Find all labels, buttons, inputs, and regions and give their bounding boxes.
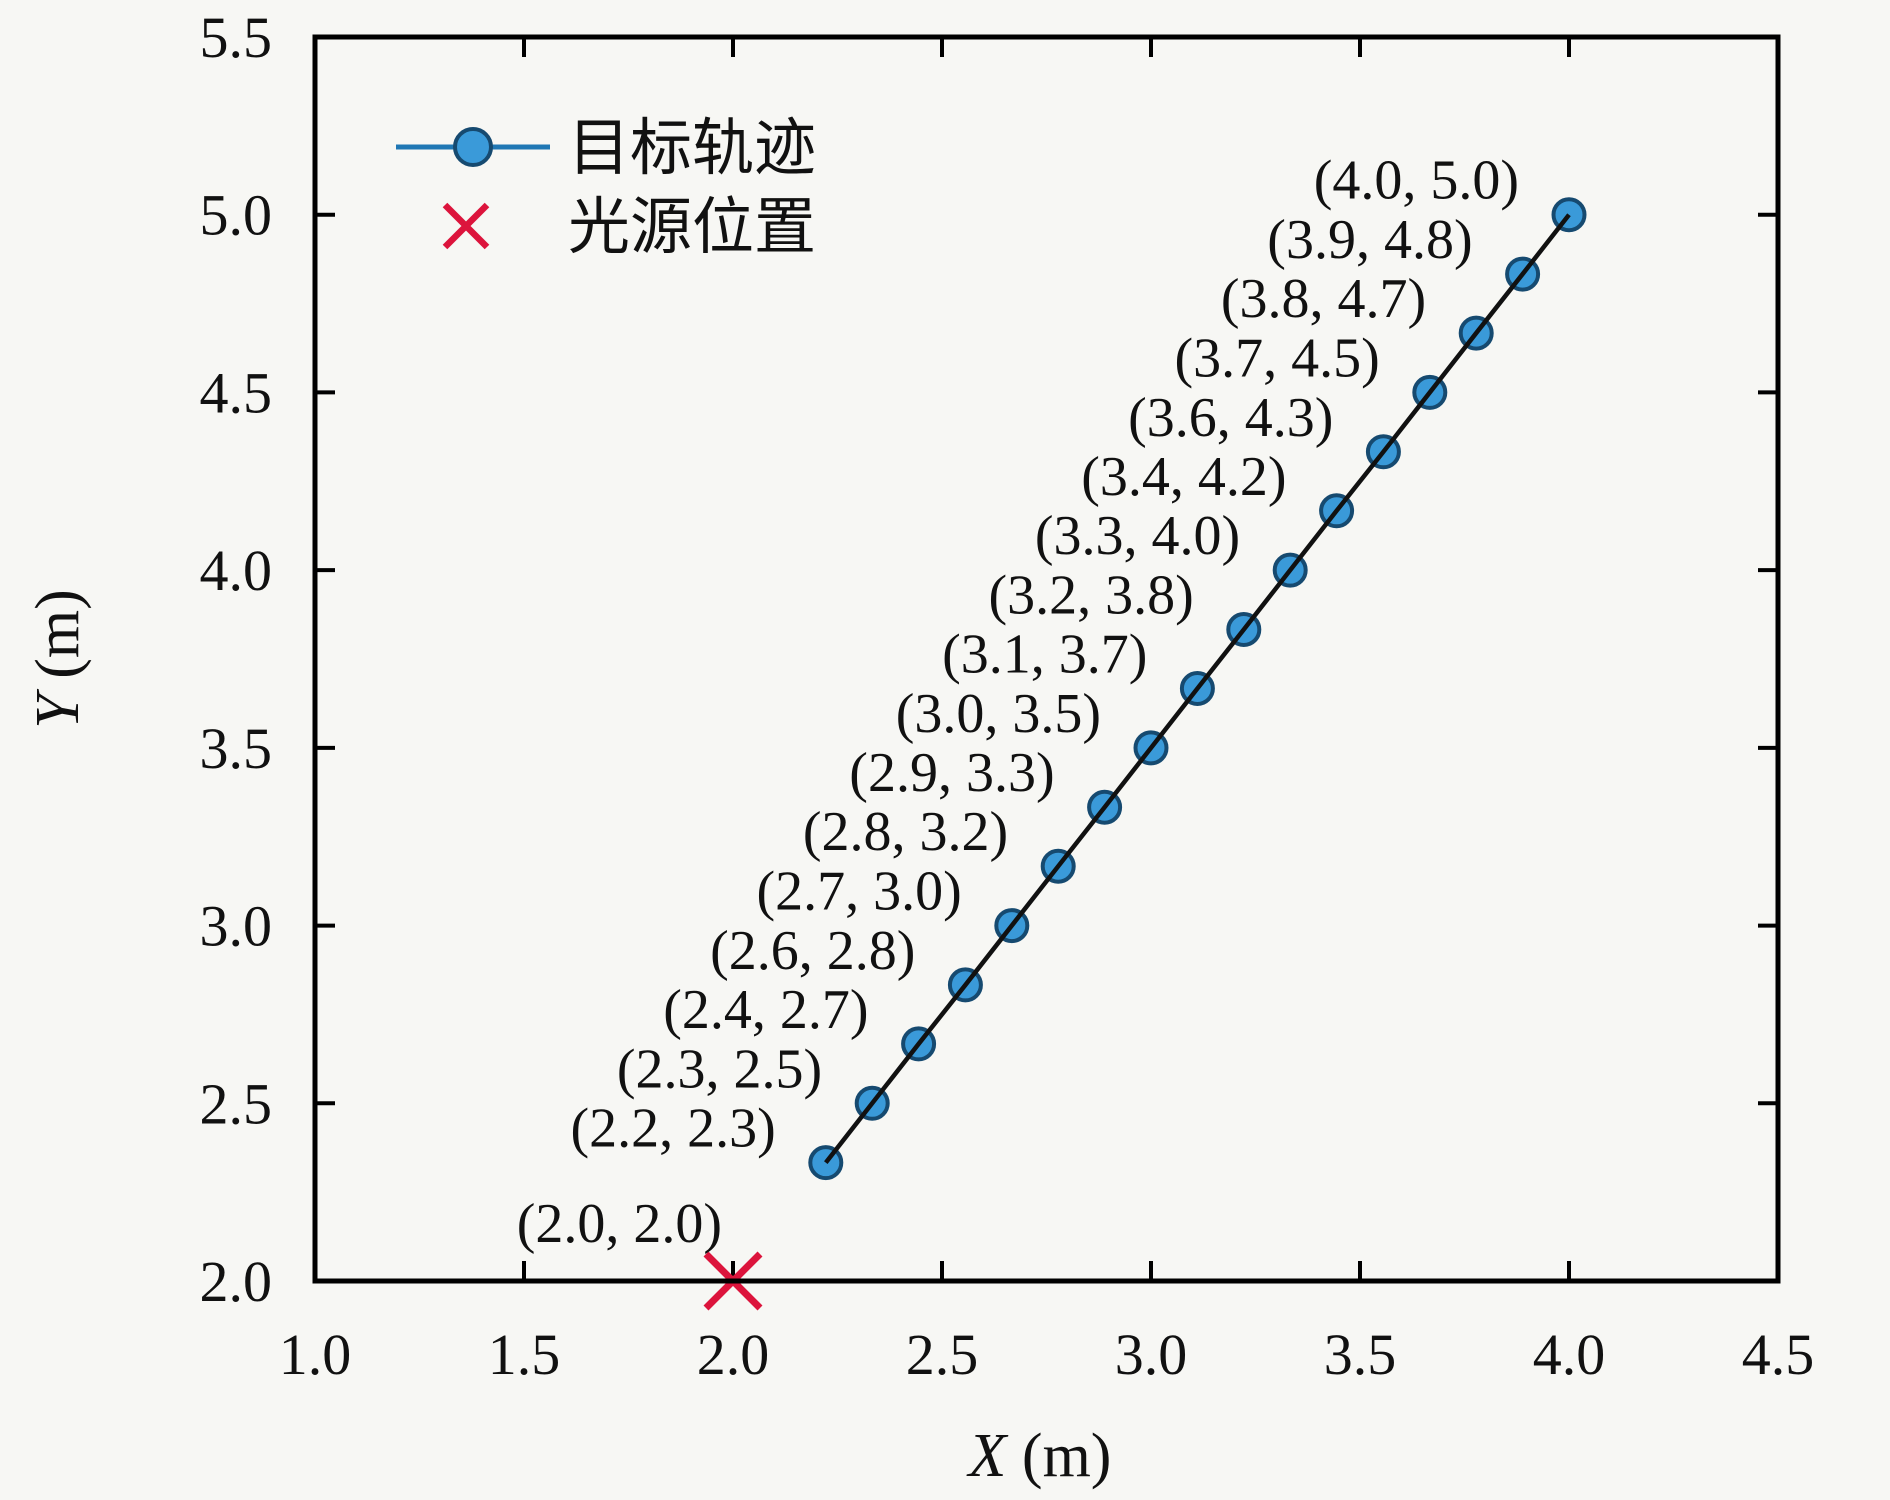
x-tick-label: 4.5: [1742, 1322, 1815, 1387]
point-annotations: (2.2, 2.3)(2.3, 2.5)(2.4, 2.7)(2.6, 2.8)…: [517, 150, 1519, 1255]
point-label: (2.7, 3.0): [757, 861, 962, 923]
trajectory-line: [824, 213, 1571, 1165]
point-label: (2.9, 3.3): [849, 742, 1054, 804]
legend-trajectory-marker: [453, 127, 493, 167]
legend-label-source: 光源位置: [568, 194, 816, 262]
y-tick-label: 4.0: [200, 538, 273, 603]
point-label: (3.3, 4.0): [1035, 505, 1240, 567]
data-series: [703, 197, 1587, 1311]
x-tick-label: 2.0: [697, 1322, 770, 1387]
point-label: (4.0, 5.0): [1314, 150, 1519, 212]
y-tick-label: 5.5: [200, 5, 273, 70]
x-axis-label: X (m): [966, 1422, 1112, 1490]
point-label: (3.7, 4.5): [1175, 327, 1380, 389]
legend-label-trajectory: 目标轨迹: [568, 115, 816, 183]
y-tick-label: 3.5: [200, 716, 273, 781]
x-tick-label: 2.5: [906, 1322, 979, 1387]
y-tick-label: 5.0: [200, 183, 273, 248]
axis-ticks: 1.0 1.5 2.0 2.5 3.0 3.5 4.0 4.5 2.0 2.5 3.0 3.5 4.0 4…: [200, 5, 1815, 1387]
y-tick-label: 4.5: [200, 360, 273, 425]
y-tick-label: 2.0: [200, 1249, 273, 1314]
y-axis-label: Y (m): [24, 589, 92, 729]
point-label: (3.8, 4.7): [1221, 268, 1426, 330]
point-label: (2.6, 2.8): [710, 920, 915, 982]
x-tick-label: 4.0: [1533, 1322, 1606, 1387]
plot-border: [312, 34, 1781, 1284]
legend: 目标轨迹 光源位置: [396, 115, 816, 262]
point-label: (3.4, 4.2): [1081, 446, 1286, 508]
y-tick-label: 2.5: [200, 1071, 273, 1136]
source-label: (2.0, 2.0): [517, 1193, 722, 1255]
x-tick-label: 1.0: [279, 1322, 352, 1387]
point-label: (3.9, 4.8): [1267, 209, 1472, 271]
point-label: (2.8, 3.2): [803, 801, 1008, 863]
point-label: (3.2, 3.8): [988, 564, 1193, 626]
x-tick-label: 3.0: [1115, 1322, 1188, 1387]
point-label: (3.0, 3.5): [896, 683, 1101, 745]
point-label: (2.2, 2.3): [570, 1098, 775, 1160]
y-tick-label: 3.0: [200, 894, 273, 959]
x-tick-label: 3.5: [1324, 1322, 1397, 1387]
legend-source-marker-x-icon: [442, 202, 490, 250]
point-label: (3.1, 3.7): [942, 624, 1147, 686]
point-label: (2.3, 2.5): [617, 1038, 822, 1100]
point-label: (2.4, 2.7): [663, 979, 868, 1041]
x-tick-label: 1.5: [488, 1322, 561, 1387]
point-label: (3.6, 4.3): [1128, 387, 1333, 449]
